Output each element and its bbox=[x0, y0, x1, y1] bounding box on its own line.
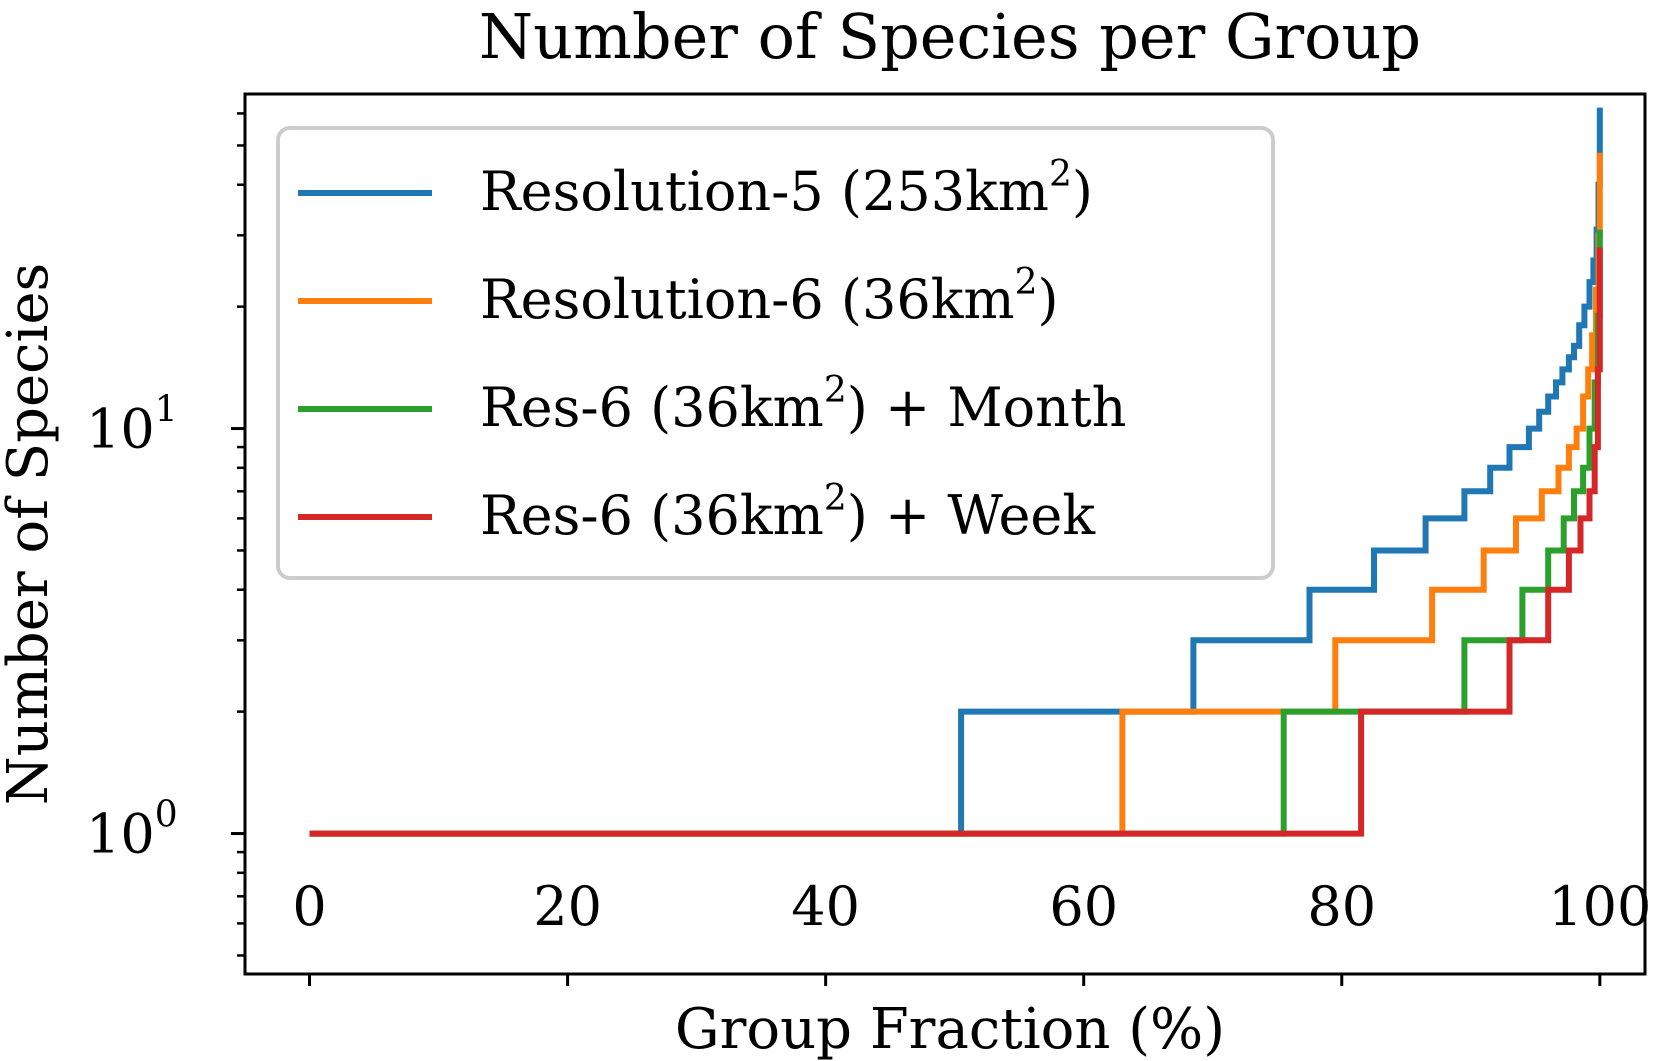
series-line-4 bbox=[309, 247, 1603, 837]
chart-title: Number of Species per Group bbox=[479, 0, 1421, 73]
x-tick-label-80: 80 bbox=[1307, 875, 1376, 938]
x-ticks: 0 20 40 60 80 100 bbox=[292, 875, 1651, 986]
x-tick-label-20: 20 bbox=[533, 875, 602, 938]
legend-label-3: Res-6 (36km2) + Month bbox=[480, 370, 1126, 439]
legend-label-1: Resolution-5 (253km2) bbox=[480, 154, 1093, 223]
series-layer bbox=[309, 107, 1603, 837]
y-major-ticks: 100 101 bbox=[86, 390, 245, 866]
legend: Resolution-5 (253km2) Resolution-6 (36km2… bbox=[276, 126, 1275, 580]
y-tick-label-0: 100 bbox=[86, 795, 178, 866]
y-tick-label-1: 101 bbox=[86, 390, 178, 461]
legend-label-4: Res-6 (36km2) + Week bbox=[480, 478, 1096, 547]
legend-box bbox=[276, 126, 1275, 580]
x-tick-label-0: 0 bbox=[292, 875, 326, 938]
legend-label-2: Resolution-6 (36km2) bbox=[480, 262, 1059, 331]
y-axis-label: Number of Species bbox=[0, 263, 61, 805]
x-tick-label-40: 40 bbox=[791, 875, 860, 938]
x-tick-label-60: 60 bbox=[1049, 875, 1118, 938]
plot-frame bbox=[243, 92, 1647, 976]
series-line-1 bbox=[309, 107, 1603, 837]
x-tick-label-100: 100 bbox=[1548, 875, 1651, 938]
x-axis-label: Group Fraction (%) bbox=[675, 997, 1225, 1061]
